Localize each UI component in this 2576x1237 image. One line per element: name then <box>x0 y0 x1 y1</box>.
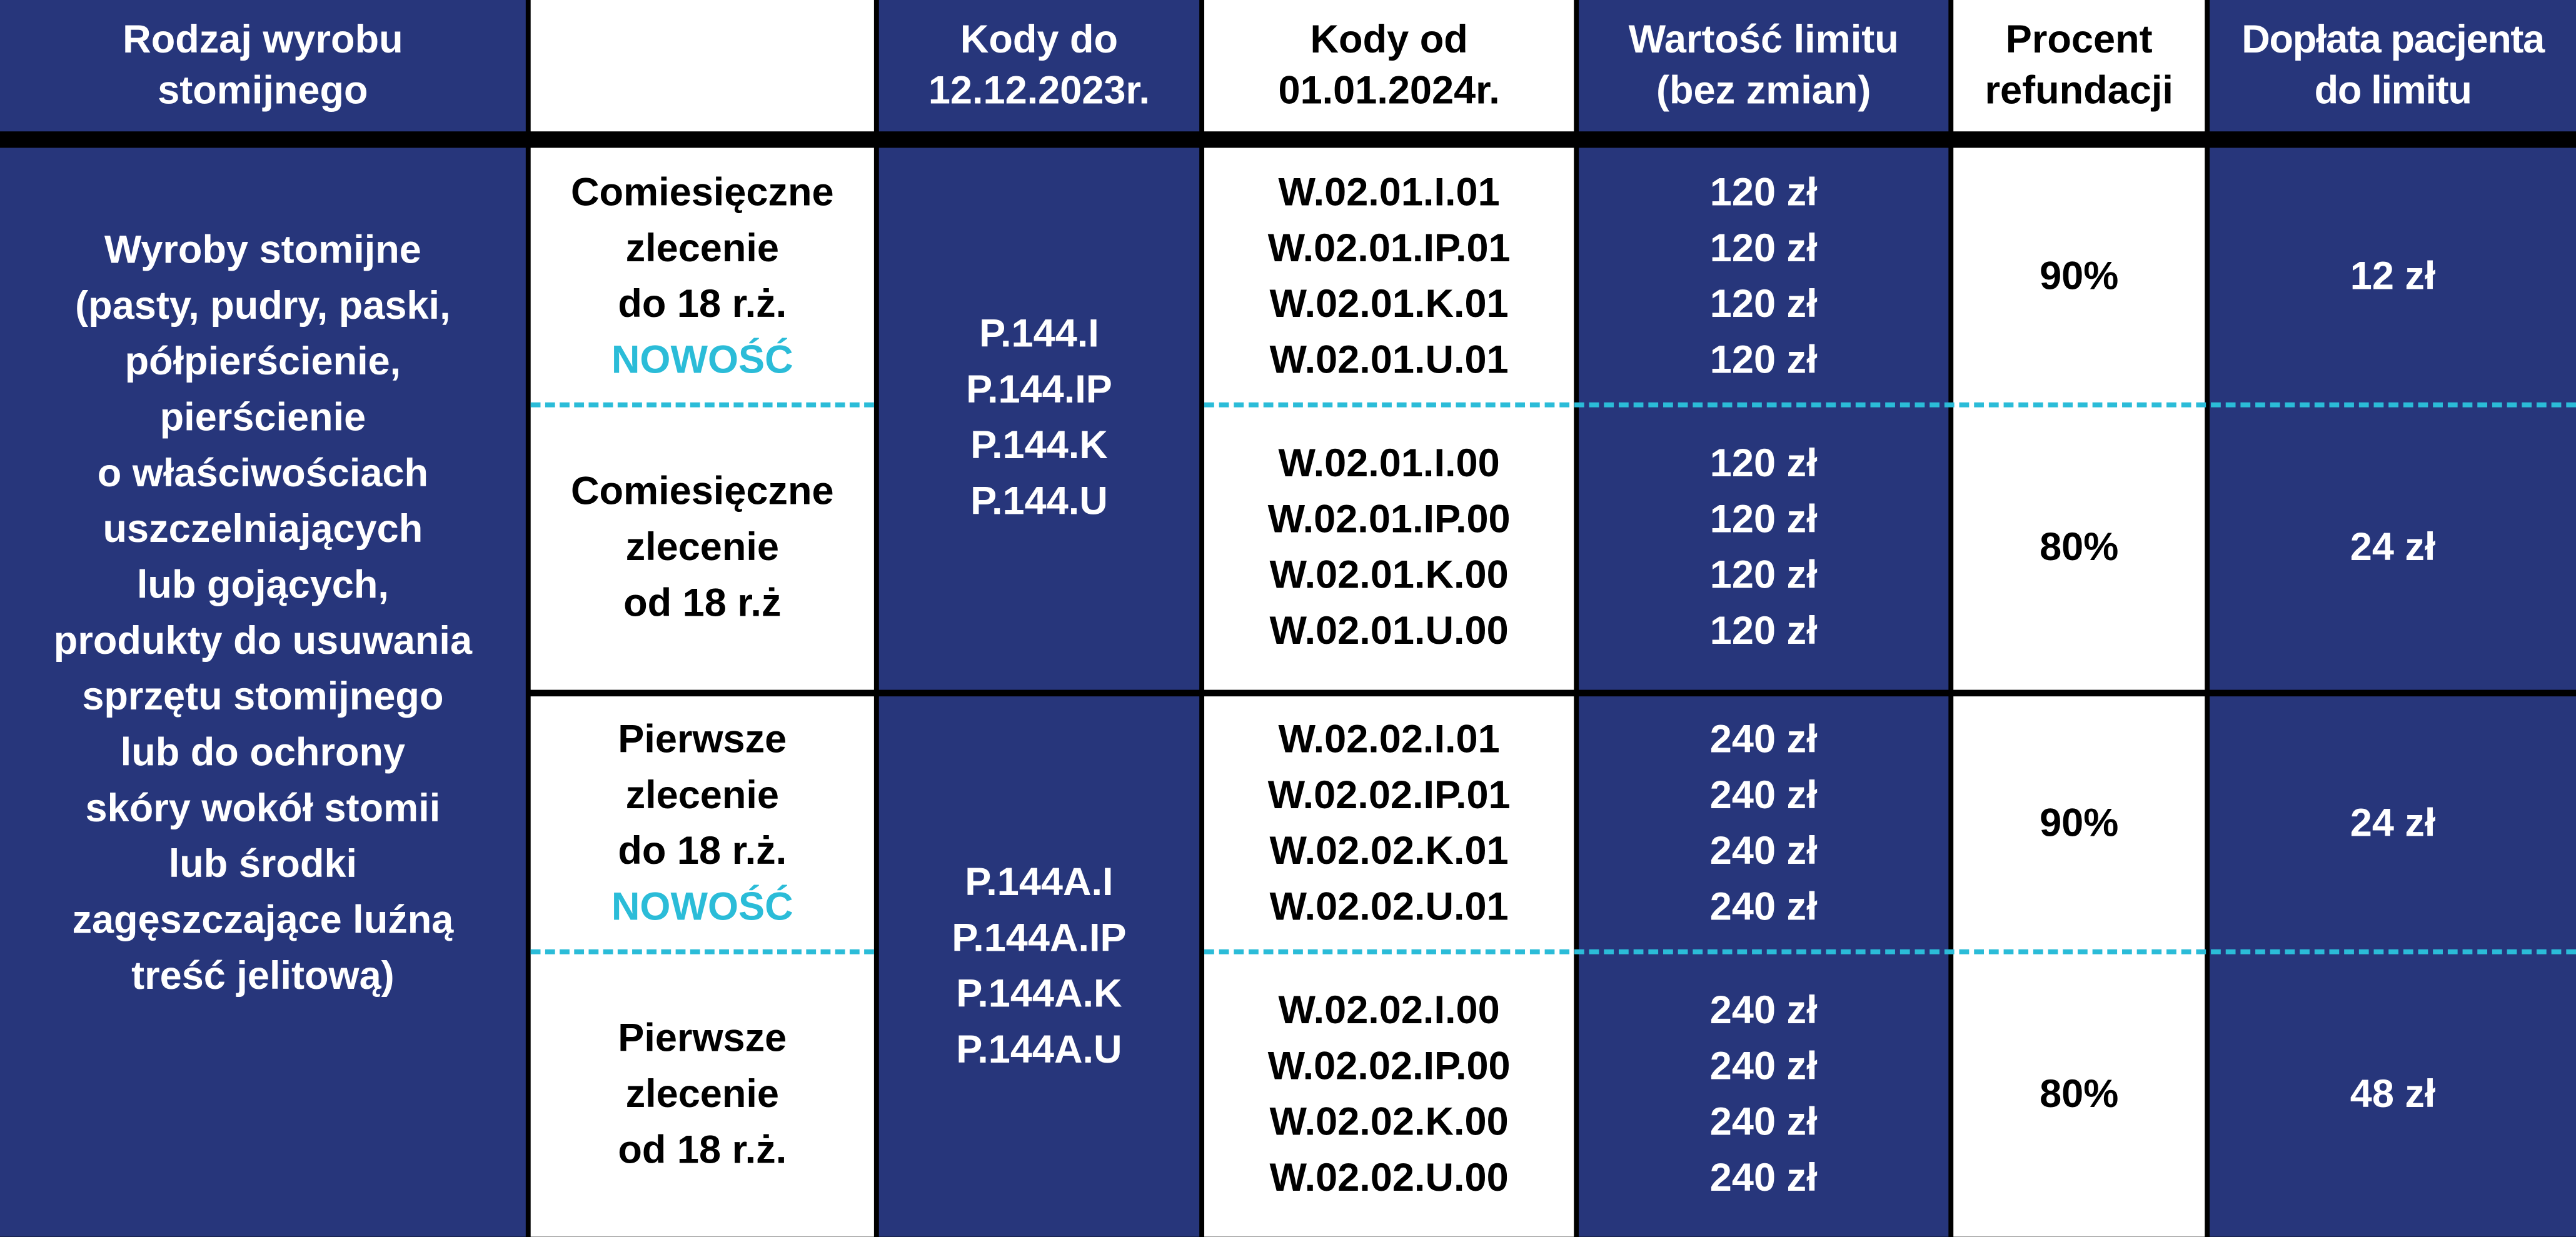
new-badge: NOWOŚĆ <box>611 337 793 382</box>
limit-values: 120 zł 120 zł 120 zł 120 zł <box>1579 406 1949 690</box>
header-refund-percent: Procent refundacji <box>1953 0 2205 132</box>
dashed-divider <box>530 402 874 408</box>
order-type: Comiesięczne zlecenie od 18 r.ż <box>530 406 874 690</box>
header-patient-copay: Dopłata pacjenta do limitu <box>2210 0 2576 132</box>
refund-percent: 90% <box>1953 696 2205 953</box>
order-type: Pierwsze zlecenie od 18 r.ż. <box>530 953 874 1237</box>
header-empty <box>530 0 874 132</box>
order-type: Comiesięczne zlecenie do 18 r.ż. <box>570 169 834 326</box>
patient-copay: 24 zł <box>2210 696 2576 953</box>
header-codes-until: Kody do 12.12.2023r. <box>878 0 1200 132</box>
new-codes: W.02.01.I.00 W.02.01.IP.00 W.02.01.K.00 … <box>1204 406 1574 690</box>
order-type: Pierwsze zlecenie do 18 r.ż. <box>618 718 787 874</box>
patient-copay: 24 zł <box>2210 406 2576 690</box>
limit-values: 120 zł 120 zł 120 zł 120 zł <box>1579 148 1949 406</box>
header-product-type: Rodzaj wyrobu stomijnego <box>0 0 526 132</box>
header-limit-value: Wartość limitu (bez zmian) <box>1579 0 1949 132</box>
patient-copay: 48 zł <box>2210 953 2576 1237</box>
new-codes: W.02.02.I.01 W.02.02.IP.01 W.02.02.K.01 … <box>1204 696 1574 953</box>
new-badge: NOWOŚĆ <box>611 885 793 930</box>
old-codes: P.144.I P.144.IP P.144.K P.144.U <box>878 148 1200 690</box>
order-type-cell: Pierwsze zlecenie do 18 r.ż. NOWOŚĆ <box>530 696 874 953</box>
patient-copay: 12 zł <box>2210 148 2576 406</box>
limit-values: 240 zł 240 zł 240 zł 240 zł <box>1579 696 1949 953</box>
refund-percent: 80% <box>1953 953 2205 1237</box>
dashed-divider <box>1204 949 2576 954</box>
refund-percent: 90% <box>1953 148 2205 406</box>
old-codes: P.144A.I P.144A.IP P.144A.K P.144A.U <box>878 696 1200 1237</box>
new-codes: W.02.01.I.01 W.02.01.IP.01 W.02.01.K.01 … <box>1204 148 1574 406</box>
product-description: Wyroby stomijne (pasty, pudry, paski, pó… <box>0 148 526 1237</box>
header-codes-from: Kody od 01.01.2024r. <box>1204 0 1574 132</box>
order-type-cell: Comiesięczne zlecenie do 18 r.ż. NOWOŚĆ <box>530 148 874 406</box>
limit-values: 240 zł 240 zł 240 zł 240 zł <box>1579 953 1949 1237</box>
refund-percent: 80% <box>1953 406 2205 690</box>
dashed-divider <box>530 949 874 954</box>
new-codes: W.02.02.I.00 W.02.02.IP.00 W.02.02.K.00 … <box>1204 953 1574 1237</box>
dashed-divider <box>1204 402 2576 408</box>
